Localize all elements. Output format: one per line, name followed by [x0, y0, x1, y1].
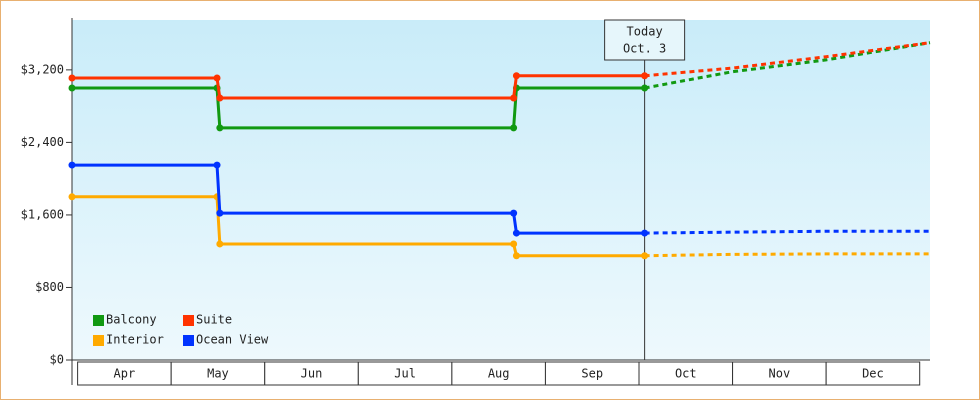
x-tick-label: Aug	[488, 367, 510, 381]
point	[216, 94, 224, 102]
price-line	[72, 195, 645, 258]
point	[216, 240, 224, 248]
price-line	[72, 163, 645, 235]
point	[213, 161, 221, 169]
point	[68, 193, 76, 201]
legend-swatch	[183, 315, 194, 326]
today-date: Oct. 3	[623, 42, 666, 56]
point	[512, 229, 520, 237]
x-tick-label: Apr	[114, 367, 136, 381]
x-tick-label: Jun	[301, 367, 323, 381]
x-tick-label: May	[207, 367, 229, 381]
point	[641, 84, 649, 92]
forecast-line	[644, 41, 931, 78]
legend-swatch	[183, 335, 194, 346]
y-tick-label: $800	[35, 280, 64, 294]
point	[68, 84, 76, 92]
x-tick-label: Jul	[394, 367, 416, 381]
price-line	[72, 86, 645, 130]
point	[216, 124, 224, 132]
legend-label: Suite	[196, 313, 232, 327]
legend-label: Ocean View	[196, 333, 269, 347]
point	[641, 252, 649, 260]
point	[213, 74, 221, 82]
plot-area	[72, 20, 930, 360]
point	[68, 74, 76, 82]
point	[510, 240, 518, 248]
point	[510, 94, 518, 102]
y-tick-label: $3,200	[21, 62, 64, 76]
x-band	[825, 361, 921, 386]
y-tick-label: $2,400	[21, 135, 64, 149]
point	[641, 72, 649, 80]
x-tick-label: Nov	[769, 367, 791, 381]
y-tick-label: $1,600	[21, 207, 64, 221]
x-tick-label: Dec	[862, 367, 884, 381]
point	[512, 252, 520, 260]
legend-label: Interior	[106, 333, 164, 347]
point	[216, 209, 224, 217]
x-tick-label: Oct	[675, 367, 697, 381]
point	[510, 209, 518, 217]
point	[641, 229, 649, 237]
forecast-line	[644, 41, 931, 90]
point	[510, 124, 518, 132]
point	[68, 161, 76, 169]
legend-swatch	[93, 335, 104, 346]
legend-swatch	[93, 315, 104, 326]
legend-label: Balcony	[106, 313, 157, 327]
x-tick-label: Sep	[581, 367, 603, 381]
price-line	[72, 74, 645, 100]
y-tick-label: $0	[50, 353, 64, 367]
today-label: Today	[627, 25, 663, 39]
point	[512, 72, 520, 80]
today-box	[604, 19, 686, 61]
